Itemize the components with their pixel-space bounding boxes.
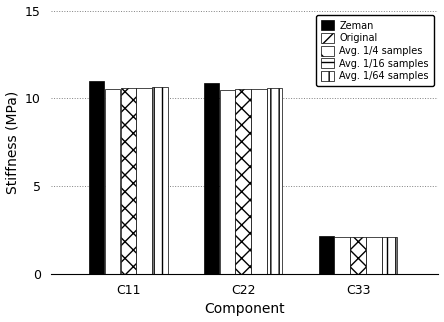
Bar xyxy=(89,81,104,274)
Bar xyxy=(251,89,267,274)
Bar xyxy=(319,235,334,274)
Bar xyxy=(220,90,235,274)
Legend: Zeman, Original, Avg. 1/4 samples, Avg. 1/16 samples, Avg. 1/64 samples: Zeman, Original, Avg. 1/4 samples, Avg. … xyxy=(316,15,434,86)
Bar xyxy=(267,88,282,274)
Bar xyxy=(382,237,397,274)
Bar xyxy=(204,83,219,274)
X-axis label: Component: Component xyxy=(204,302,285,317)
Bar xyxy=(334,237,350,274)
Bar xyxy=(366,237,381,274)
Bar xyxy=(120,88,136,274)
Bar xyxy=(105,89,120,274)
Y-axis label: Stiffness (MPa): Stiffness (MPa) xyxy=(6,91,20,194)
Bar xyxy=(235,89,251,274)
Bar xyxy=(152,87,167,274)
Bar xyxy=(350,237,366,274)
Bar xyxy=(136,88,152,274)
